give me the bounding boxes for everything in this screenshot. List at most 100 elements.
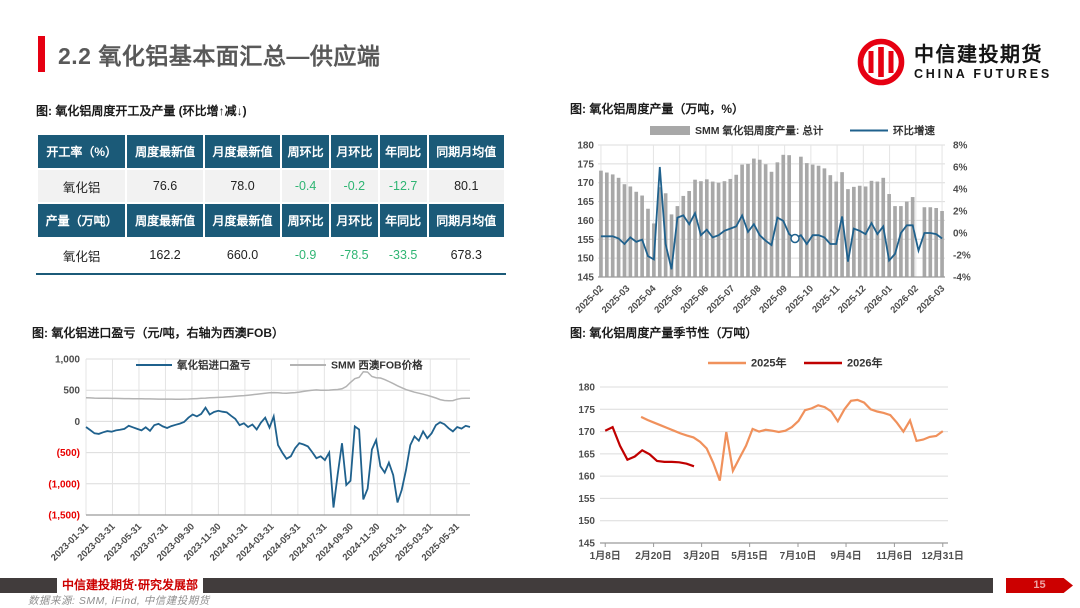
logo-name-en: CHINA FUTURES	[913, 66, 1052, 81]
import-profit-svg: 1,0005000(500)(1,000)(1,500)2023-01-3120…	[48, 355, 471, 563]
table-header-cell: 同期月均值	[428, 135, 504, 168]
svg-text:165: 165	[577, 197, 594, 208]
svg-text:(1,000): (1,000)	[48, 479, 80, 490]
svg-text:170: 170	[578, 427, 595, 438]
svg-text:-2%: -2%	[953, 251, 971, 262]
company-logo: 中信建投期货 CHINA FUTURES	[857, 38, 1052, 86]
legend-bar-swatch	[650, 126, 690, 135]
table-header-cell: 月环比	[330, 204, 378, 237]
import-profit-chart: 1,000 500 0 (500) (1,000) (1,500) 2023-01-31 20…	[32, 349, 532, 588]
svg-text:2%: 2%	[953, 207, 968, 218]
table-value-cell: 678.3	[428, 239, 504, 271]
svg-text:12月31日: 12月31日	[922, 550, 964, 562]
svg-text:11月6日: 11月6日	[876, 550, 912, 562]
svg-text:155: 155	[577, 235, 594, 246]
svg-text:2025-10: 2025-10	[784, 283, 816, 315]
footer-bar-right-segment	[203, 578, 993, 593]
svg-text:9月4日: 9月4日	[830, 550, 861, 562]
table-value-cell: 80.1	[428, 170, 504, 202]
table-value-cell: 78.0	[204, 170, 281, 202]
svg-text:2026-03: 2026-03	[915, 283, 947, 315]
panel-seasonality: 图: 氧化铝周度产量季节性（万吨） 145 150 155 160 165 170 175 1…	[570, 324, 1075, 578]
table-header-cell: 周环比	[282, 135, 329, 168]
season-line-2025年	[640, 398, 944, 481]
svg-text:150: 150	[577, 254, 594, 265]
data-source: 数据来源: SMM, iFind, 中信建投期货	[28, 595, 210, 607]
table-header-cell: 产量（万吨）	[38, 204, 126, 237]
wow-growth-line	[600, 166, 943, 270]
title-block: 2.2 氧化铝基本面汇总—供应端	[38, 36, 380, 72]
fob-price-line	[85, 371, 471, 402]
svg-text:2025-06: 2025-06	[679, 283, 711, 315]
svg-text:1月8日: 1月8日	[590, 550, 621, 562]
table-header-row: 开工率（%） 周度最新值 月度最新值 周环比 月环比 年同比 同期月均值	[38, 135, 504, 168]
svg-text:2026-02: 2026-02	[888, 283, 920, 315]
table-value-cell: -0.9	[282, 239, 329, 271]
table-data-row: 氧化铝 162.2 660.0 -0.9 -78.5 -33.5 678.3	[38, 239, 504, 271]
panel-operating-table: 图: 氧化铝周度开工及产量 (环比增↑减↓) 开工率（%） 周度最新值 月度最新值周…	[36, 102, 506, 275]
latest-point-marker	[790, 233, 800, 244]
svg-text:2025-07: 2025-07	[705, 283, 737, 315]
svg-text:(500): (500)	[57, 448, 80, 459]
svg-text:0%: 0%	[953, 229, 968, 240]
table-data-row: 氧化铝 76.6 78.0 -0.4 -0.2 -12.7 80.1	[38, 170, 504, 202]
footer-bar-left-segment	[0, 578, 57, 593]
svg-text:175: 175	[578, 405, 595, 416]
table-header-cell: 周度最新值	[127, 135, 203, 168]
svg-text:155: 155	[578, 494, 595, 505]
table-value-cell: 76.6	[127, 170, 203, 202]
svg-text:2025-08: 2025-08	[731, 283, 763, 315]
footer-department: 中信建投期货·研究发展部	[57, 578, 203, 593]
row-label: 氧化铝	[38, 170, 126, 202]
title-accent-bar	[38, 36, 45, 72]
svg-text:3月20日: 3月20日	[683, 550, 720, 562]
table-value-cell: -12.7	[379, 170, 427, 202]
row-label: 氧化铝	[38, 239, 126, 271]
chart-caption-profit: 图: 氧化铝进口盈亏（元/吨，右轴为西澳FOB）	[32, 326, 284, 340]
svg-text:2月20日: 2月20日	[635, 550, 672, 562]
table-header-cell: 开工率（%）	[38, 135, 126, 168]
citic-logo-icon	[857, 38, 905, 86]
svg-text:0: 0	[74, 417, 80, 428]
table-header-cell: 月环比	[330, 135, 378, 168]
svg-text:145: 145	[578, 539, 595, 550]
table-value-cell: 162.2	[127, 239, 203, 271]
svg-text:2025年: 2025年	[751, 356, 786, 370]
svg-text:160: 160	[577, 216, 594, 227]
svg-text:500: 500	[63, 386, 80, 397]
svg-text:氧化铝进口盈亏: 氧化铝进口盈亏	[176, 359, 251, 372]
svg-text:-4%: -4%	[953, 273, 971, 284]
table-header-cell: 同期月均值	[428, 204, 504, 237]
logo-name-cn: 中信建投期货	[913, 43, 1043, 66]
season-line-2026年	[604, 425, 695, 468]
table-value-cell: -0.4	[282, 170, 329, 202]
page-number-flag: 15	[1006, 578, 1073, 593]
page-title: 2.2 氧化铝基本面汇总—供应端	[58, 43, 381, 69]
table-header-cell: 周环比	[282, 204, 329, 237]
weekly-production-svg: 145 150 155 160 165 170 175 180 -4% -2% 0% 2% 4% 6% 8%…	[574, 124, 971, 316]
table-header-cell: 年同比	[379, 204, 427, 237]
table-value-cell: -0.2	[330, 170, 378, 202]
table-header-cell: 月度最新值	[204, 135, 281, 168]
svg-text:SMM 西澳FOB价格: SMM 西澳FOB价格	[331, 359, 423, 372]
svg-text:180: 180	[577, 141, 594, 152]
import-profit-line	[85, 406, 471, 508]
table-value-cell: -78.5	[330, 239, 378, 271]
svg-text:175: 175	[577, 159, 594, 170]
svg-text:180: 180	[578, 383, 595, 394]
svg-text:1,000: 1,000	[55, 355, 80, 366]
svg-text:160: 160	[578, 472, 595, 483]
svg-text:4%: 4%	[953, 185, 968, 196]
svg-text:6%: 6%	[953, 163, 968, 174]
svg-text:170: 170	[577, 178, 594, 189]
seasonality-svg: 145 150 155 160 165 170 175 180 1月8日 2月20日 3月20日 5月…	[578, 356, 964, 563]
panel-import-profit: 图: 氧化铝进口盈亏（元/吨，右轴为西澳FOB） 1,000 500 0 (500) (…	[32, 324, 532, 588]
svg-text:150: 150	[578, 516, 595, 527]
svg-text:(1,500): (1,500)	[48, 511, 80, 522]
svg-text:145: 145	[577, 273, 594, 284]
svg-text:5月15日: 5月15日	[731, 550, 768, 562]
table-header-row: 产量（万吨） 周度最新值 月度最新值 周环比 月环比 年同比 同期月均值	[38, 204, 504, 237]
svg-text:2025-03: 2025-03	[600, 283, 632, 315]
svg-text:2025-12: 2025-12	[836, 283, 868, 315]
